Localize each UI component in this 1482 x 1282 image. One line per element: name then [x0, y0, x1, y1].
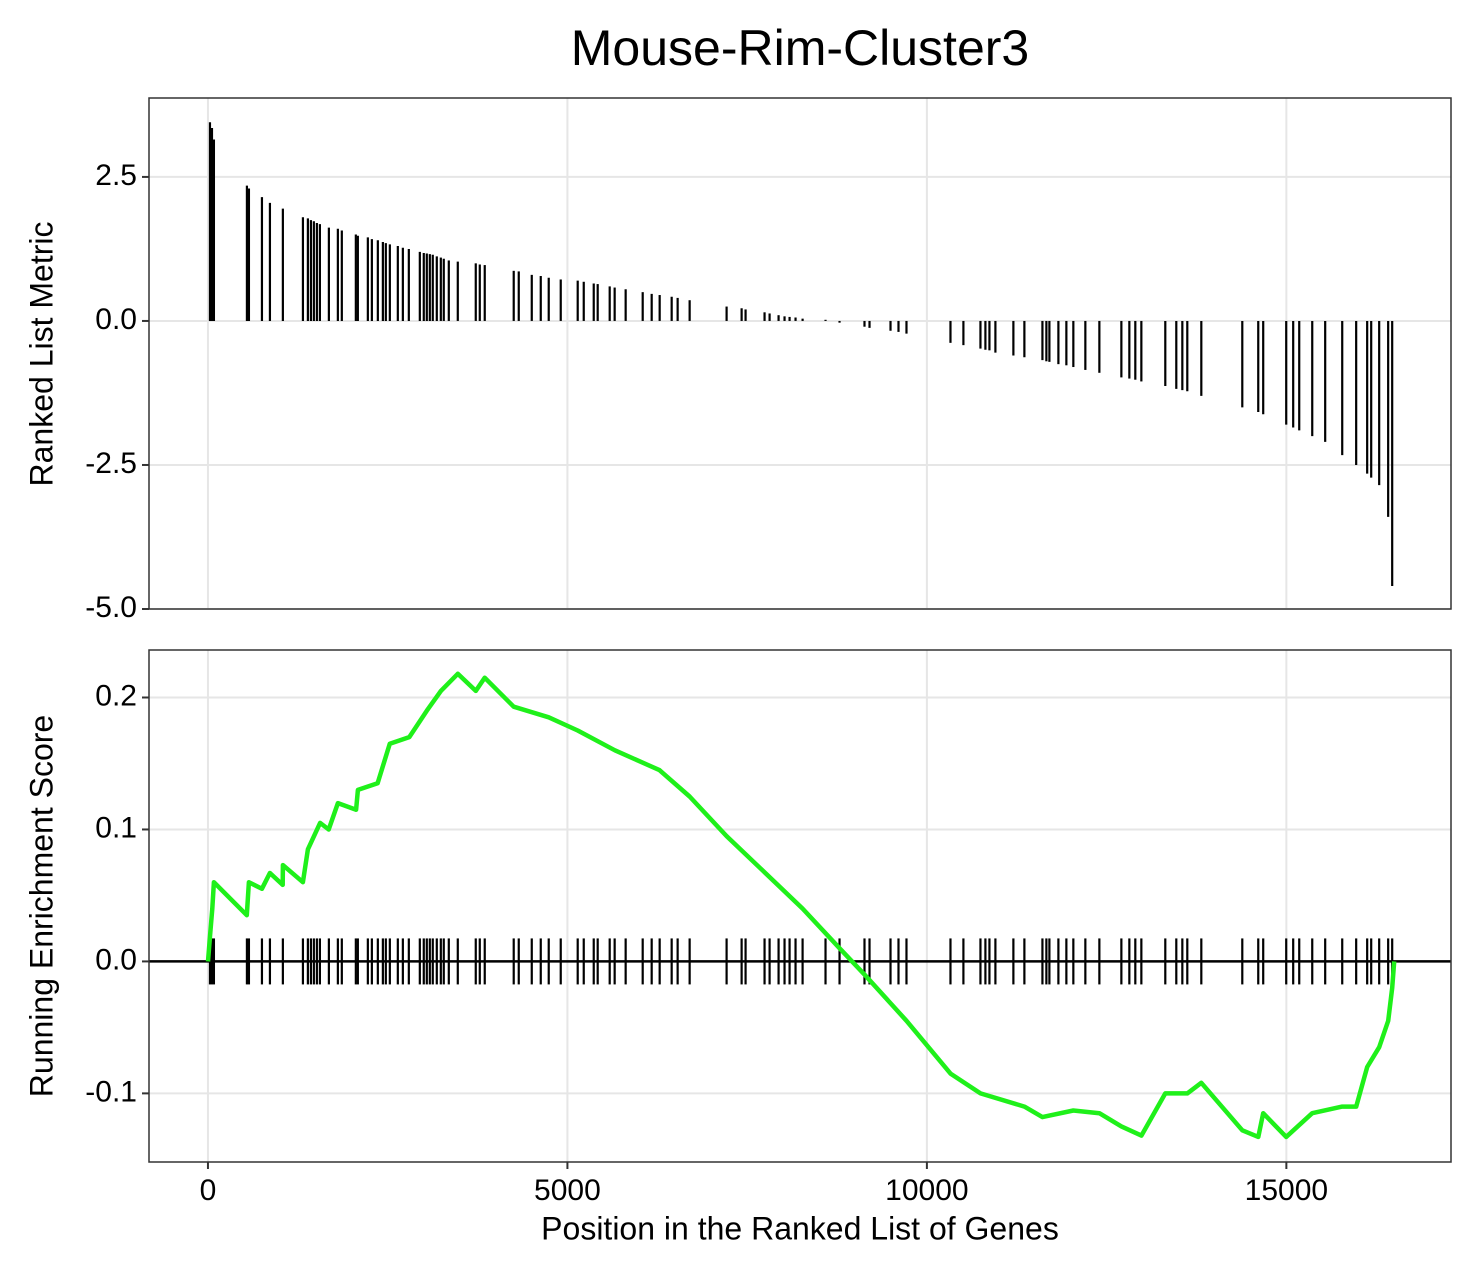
- y-tick-label: 0.1: [95, 811, 137, 844]
- y-tick-label: -5.0: [85, 591, 137, 624]
- y-tick-label: 0.0: [95, 943, 137, 976]
- x-tick-label: 10000: [885, 1174, 968, 1207]
- x-tick-label: 15000: [1245, 1174, 1328, 1207]
- y-axis-label: Running Enrichment Score: [23, 715, 59, 1097]
- x-axis-label: Position in the Ranked List of Genes: [541, 1210, 1059, 1246]
- y-tick-label: 0.0: [95, 303, 137, 336]
- y-axis-label: Ranked List Metric: [23, 222, 59, 487]
- y-tick-label: -2.5: [85, 447, 137, 480]
- panel-border: [148, 97, 1452, 610]
- chart-title: Mouse-Rim-Cluster3: [571, 20, 1029, 76]
- x-tick-label: 0: [200, 1174, 217, 1207]
- y-tick-label: 0.2: [95, 679, 137, 712]
- y-tick-label: -0.1: [85, 1075, 137, 1108]
- y-tick-label: 2.5: [95, 159, 137, 192]
- panel-background: [149, 98, 1451, 609]
- x-tick-label: 5000: [534, 1174, 601, 1207]
- panel-border: [148, 649, 1452, 1163]
- enrichment-line: [205, 671, 1397, 1140]
